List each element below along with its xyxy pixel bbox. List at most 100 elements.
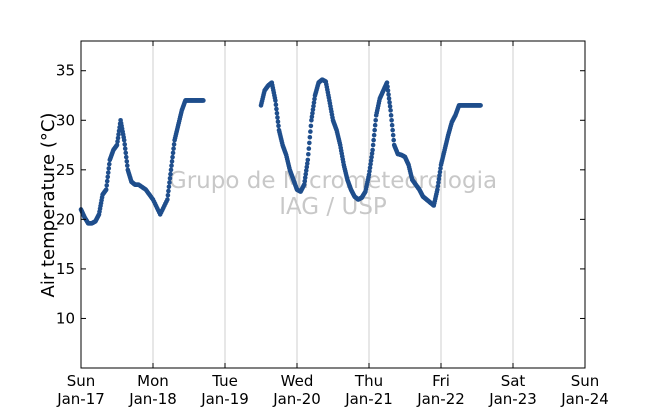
data-point bbox=[168, 171, 173, 177]
data-point bbox=[311, 100, 317, 105]
x-tick-label-day: Thu bbox=[354, 372, 383, 390]
data-point bbox=[168, 167, 174, 173]
x-tick-label-date: Jan-22 bbox=[416, 390, 465, 408]
data-point bbox=[303, 168, 309, 173]
data-point bbox=[275, 115, 280, 120]
data-point bbox=[372, 127, 377, 133]
y-tick-label: 25 bbox=[56, 161, 75, 179]
x-tick-label-date: Jan-19 bbox=[200, 390, 249, 408]
data-point bbox=[123, 154, 129, 160]
x-tick-label-day: Sun bbox=[571, 372, 600, 390]
data-point bbox=[385, 84, 390, 89]
data-point bbox=[301, 182, 307, 187]
data-point bbox=[386, 96, 392, 101]
data-point bbox=[388, 108, 393, 113]
data-point bbox=[307, 140, 312, 146]
data-point bbox=[304, 164, 310, 170]
data-point bbox=[274, 110, 280, 116]
data-point bbox=[169, 163, 174, 168]
x-axis-ticks: SunJan-17MonJan-18TueJan-19WedJan-20ThuJ… bbox=[56, 41, 609, 408]
data-point bbox=[275, 119, 281, 124]
data-point bbox=[105, 174, 111, 180]
data-point bbox=[304, 161, 310, 166]
x-tick-label-date: Jan-17 bbox=[56, 390, 105, 408]
data-point bbox=[389, 122, 395, 128]
data-point bbox=[306, 146, 312, 151]
data-point bbox=[302, 178, 308, 184]
data-point bbox=[387, 104, 393, 109]
data-point bbox=[312, 96, 317, 102]
data-point bbox=[171, 142, 177, 147]
data-point bbox=[437, 173, 442, 178]
data-point bbox=[385, 88, 391, 93]
watermark-line-1: Grupo de Micrometeorologia bbox=[169, 168, 497, 194]
data-point bbox=[273, 98, 278, 103]
y-tick-label: 35 bbox=[56, 62, 75, 80]
data-point bbox=[310, 107, 316, 112]
data-point bbox=[437, 169, 443, 175]
data-point bbox=[121, 137, 127, 143]
x-tick-label-day: Fri bbox=[432, 372, 450, 390]
data-point bbox=[273, 102, 279, 108]
data-point bbox=[390, 132, 396, 138]
y-tick-label: 20 bbox=[56, 210, 75, 228]
data-point bbox=[435, 187, 440, 192]
data-point bbox=[124, 163, 130, 168]
data-point bbox=[371, 137, 376, 143]
data-point bbox=[386, 92, 391, 97]
data-point bbox=[303, 171, 309, 177]
watermark-line-2: IAG / USP bbox=[279, 194, 387, 220]
data-point bbox=[369, 151, 375, 156]
data-point bbox=[370, 142, 376, 148]
data-point bbox=[167, 180, 172, 185]
x-tick-label-day: Sat bbox=[501, 372, 526, 390]
x-tick-label-day: Mon bbox=[137, 372, 169, 390]
data-point bbox=[169, 159, 175, 164]
data-point bbox=[307, 134, 313, 140]
data-point bbox=[115, 135, 121, 141]
data-point bbox=[276, 123, 281, 129]
data-point bbox=[367, 168, 372, 174]
x-tick-label-date: Jan-24 bbox=[560, 390, 609, 408]
grid-lines bbox=[152, 41, 514, 368]
data-point bbox=[368, 161, 373, 167]
data-point bbox=[104, 178, 110, 184]
data-point bbox=[373, 117, 378, 123]
data-point bbox=[389, 117, 394, 123]
data-point bbox=[478, 103, 483, 108]
y-tick-label: 30 bbox=[56, 111, 75, 129]
data-point bbox=[372, 122, 378, 128]
data-point bbox=[311, 103, 316, 109]
y-axis-ticks: 10 15 20 25 30 35 bbox=[56, 62, 585, 327]
data-point bbox=[391, 137, 396, 143]
data-point bbox=[369, 154, 374, 160]
data-point bbox=[122, 142, 128, 147]
data-point bbox=[384, 80, 390, 85]
data-point bbox=[103, 187, 109, 192]
data-point bbox=[106, 166, 112, 171]
data-point bbox=[166, 188, 171, 194]
data-point bbox=[309, 117, 314, 123]
data-point bbox=[387, 100, 392, 105]
data-point bbox=[165, 197, 170, 202]
data-point bbox=[390, 127, 395, 133]
data-point bbox=[116, 132, 121, 137]
x-tick-label-day: Tue bbox=[211, 372, 238, 390]
data-point bbox=[105, 170, 111, 175]
data-point bbox=[371, 132, 377, 138]
data-point bbox=[302, 175, 308, 180]
data-point bbox=[122, 146, 128, 151]
data-point bbox=[170, 150, 176, 156]
data-point bbox=[124, 159, 130, 164]
data-point bbox=[310, 110, 315, 116]
data-point bbox=[436, 176, 442, 182]
y-tick-label: 15 bbox=[56, 260, 75, 278]
data-point bbox=[201, 98, 206, 103]
data-points bbox=[78, 77, 483, 226]
x-tick-label-date: Jan-20 bbox=[272, 390, 321, 408]
watermark: Grupo de Micrometeorologia IAG / USP bbox=[169, 168, 497, 220]
data-point bbox=[170, 154, 175, 160]
data-point bbox=[438, 166, 443, 171]
data-point bbox=[388, 113, 394, 118]
